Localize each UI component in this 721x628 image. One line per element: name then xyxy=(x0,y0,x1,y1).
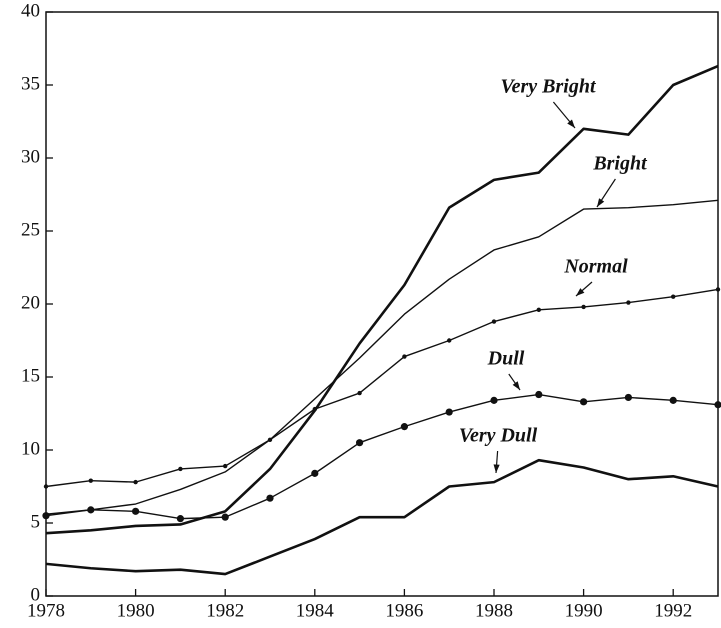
y-tick-label: 35 xyxy=(21,73,40,94)
series-line xyxy=(45,288,719,488)
series-line xyxy=(45,458,719,576)
point xyxy=(221,513,229,521)
y-tick-label: 40 xyxy=(21,0,40,21)
point xyxy=(267,437,273,442)
point xyxy=(43,484,49,489)
point xyxy=(624,393,633,402)
arrow-head xyxy=(512,381,520,390)
point xyxy=(626,300,631,305)
point xyxy=(311,469,319,477)
point xyxy=(447,338,452,343)
point xyxy=(671,294,676,299)
x-tick-label: 1992 xyxy=(654,600,692,621)
arrow-head xyxy=(597,198,605,207)
point xyxy=(535,390,543,399)
series-line xyxy=(45,393,719,520)
point xyxy=(669,396,677,404)
point xyxy=(87,506,95,514)
x-tick-label: 1978 xyxy=(27,600,65,621)
point xyxy=(581,304,586,310)
series-line xyxy=(45,199,719,515)
arrow-head xyxy=(493,464,500,473)
point xyxy=(132,507,140,515)
x-tick-label: 1984 xyxy=(296,600,335,621)
point xyxy=(490,396,498,404)
point xyxy=(357,390,362,396)
point xyxy=(356,439,364,447)
point xyxy=(714,401,721,409)
series-label: Bright xyxy=(592,153,648,175)
point xyxy=(42,512,50,520)
point xyxy=(536,307,541,313)
y-tick-label: 30 xyxy=(21,146,40,167)
y-tick-label: 0 xyxy=(31,584,41,605)
point xyxy=(445,408,453,416)
y-tick-label: 15 xyxy=(21,365,40,386)
point xyxy=(133,479,138,485)
point xyxy=(266,494,274,502)
x-tick-label: 1990 xyxy=(565,600,603,621)
point xyxy=(178,466,183,472)
x-tick-label: 1988 xyxy=(475,600,513,621)
point xyxy=(176,515,184,523)
point xyxy=(223,463,228,469)
point xyxy=(715,287,721,292)
arrow-head xyxy=(576,288,585,296)
series-label: Dull xyxy=(487,348,525,370)
point xyxy=(88,478,94,483)
point xyxy=(491,319,497,324)
series-line xyxy=(45,64,719,535)
series-label: Normal xyxy=(563,256,628,278)
arrow-head xyxy=(567,119,575,128)
y-tick-label: 5 xyxy=(31,511,41,532)
y-tick-label: 20 xyxy=(21,292,40,313)
point xyxy=(400,423,408,431)
point xyxy=(312,406,317,412)
x-tick-label: 1980 xyxy=(117,600,155,621)
y-tick-label: 25 xyxy=(21,219,40,240)
point xyxy=(580,398,588,406)
point xyxy=(402,354,407,359)
x-tick-label: 1986 xyxy=(385,600,423,621)
series-label: Very Dull xyxy=(459,425,538,447)
series-label: Very Bright xyxy=(500,76,596,98)
y-tick-label: 10 xyxy=(21,438,40,459)
x-tick-label: 1982 xyxy=(206,600,244,621)
